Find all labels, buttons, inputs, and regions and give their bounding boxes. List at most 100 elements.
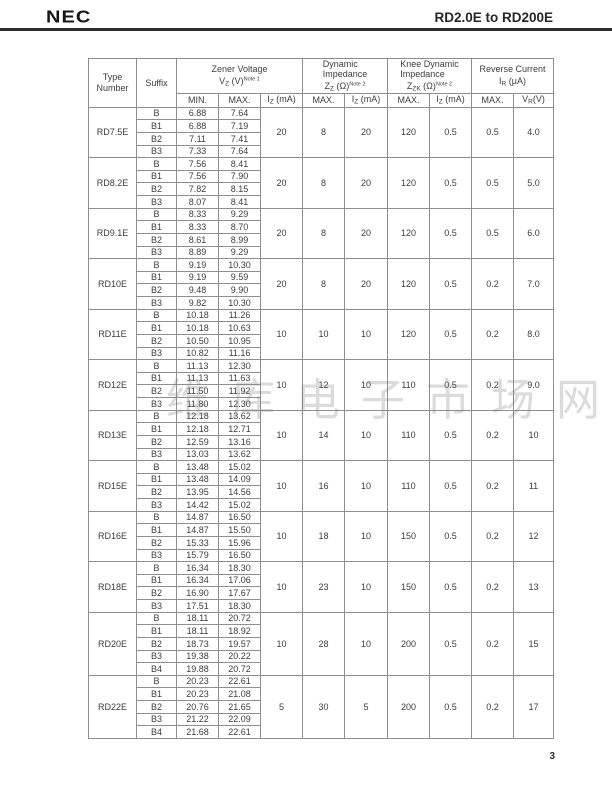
col-header-zz-max: MAX. xyxy=(302,92,345,108)
vz-min-cell: 13.03 xyxy=(176,447,219,462)
vz-min-cell: 16.34 xyxy=(176,561,219,575)
vz-min-cell: 14.42 xyxy=(176,498,219,512)
zzk-iz-cell: 0.5 xyxy=(429,207,472,260)
vz-max-cell: 15.50 xyxy=(218,523,261,537)
vz-min-cell: 8.89 xyxy=(176,245,219,260)
suffix-cell: B1 xyxy=(136,687,177,702)
suffix-cell: B2 xyxy=(136,131,177,146)
vz-max-cell: 10.95 xyxy=(218,333,261,348)
vz-max-cell: 18.30 xyxy=(218,561,261,575)
vz-max-cell: 13.62 xyxy=(218,409,261,424)
vz-max-cell: 20.72 xyxy=(218,662,261,676)
vz-min-cell: 9.19 xyxy=(176,258,219,272)
vr-cell: 12 xyxy=(513,510,554,563)
vz-min-cell: 7.11 xyxy=(176,131,219,146)
vz-min-cell: 13.48 xyxy=(176,460,219,474)
zz-max-cell: 30 xyxy=(302,674,345,739)
zz-max-cell: 8 xyxy=(302,258,345,310)
iz-cell: 10 xyxy=(260,409,303,462)
suffix-cell: B xyxy=(136,674,177,689)
vr-cell: 9.0 xyxy=(513,359,554,411)
vz-max-cell: 11.92 xyxy=(218,384,261,399)
header-rule xyxy=(0,28,612,31)
ir-max-cell: 0.5 xyxy=(471,106,514,159)
suffix-cell: B2 xyxy=(136,485,177,500)
zzk-max-cell: 120 xyxy=(387,207,430,260)
vz-max-cell: 18.30 xyxy=(218,599,261,613)
vr-cell: 10 xyxy=(513,409,554,462)
vz-min-cell: 19.38 xyxy=(176,649,219,664)
table-row: RD8.2E B 7.56 8.41 20 8 20 120 0.5 0.5 5.0 xyxy=(88,157,554,209)
col-header-vz-min: MIN. xyxy=(176,92,219,108)
vz-min-cell: 20.23 xyxy=(176,687,219,702)
table-row: B1 13.48 14.09 xyxy=(89,472,554,487)
suffix-cell: B1 xyxy=(136,119,177,133)
table-row: B3 7.33 7.64 xyxy=(89,144,554,159)
table-row: B2 10.50 10.95 xyxy=(89,333,554,348)
vz-min-cell: 20.76 xyxy=(176,700,219,714)
suffix-cell: B3 xyxy=(136,599,177,613)
vr-cell: 11 xyxy=(513,460,554,512)
suffix-cell: B2 xyxy=(136,586,177,601)
vz-max-cell: 8.70 xyxy=(218,220,261,234)
zener-voltage-symbol: VZ (V)Note 1 xyxy=(219,75,260,88)
zzk-max-cell: 150 xyxy=(387,561,430,613)
vz-max-cell: 17.67 xyxy=(218,586,261,601)
vr-cell: 13 xyxy=(513,561,554,613)
vz-min-cell: 13.48 xyxy=(176,472,219,487)
spec-table: Type Number Suffix Zener Voltage VZ (V)N… xyxy=(88,58,554,739)
zz-iz-cell: 10 xyxy=(344,308,388,361)
dynamic-impedance-title: Dynamic Impedance xyxy=(322,59,368,80)
suffix-cell: B xyxy=(136,207,177,222)
iz-cell: 20 xyxy=(260,258,303,310)
suffix-cell: B2 xyxy=(136,636,177,651)
table-row: RD7.5E B 6.88 7.64 20 8 20 120 0.5 0.5 4.0 xyxy=(88,106,554,159)
vz-max-cell: 8.41 xyxy=(218,195,261,209)
suffix-cell: B3 xyxy=(136,548,177,563)
vz-min-cell: 11.80 xyxy=(176,397,219,411)
suffix-cell: B1 xyxy=(136,220,177,234)
zz-max-cell: 16 xyxy=(302,460,345,512)
vz-min-cell: 10.18 xyxy=(176,321,219,335)
table-row: B3 9.82 10.30 xyxy=(89,296,554,310)
suffix-cell: B xyxy=(136,460,177,474)
col-group-zener-voltage: Zener Voltage VZ (V)Note 1 xyxy=(176,58,303,94)
vz-min-cell: 18.73 xyxy=(176,636,219,651)
vz-max-cell: 18.92 xyxy=(218,624,261,638)
table-row: B2 15.33 15.96 xyxy=(89,535,554,550)
suffix-cell: B1 xyxy=(136,472,177,487)
vz-max-cell: 12.30 xyxy=(218,359,261,373)
col-header-zzk-max: MAX. xyxy=(387,92,430,108)
zz-iz-cell: 20 xyxy=(344,106,388,159)
suffix-cell: B xyxy=(136,359,177,373)
suffix-cell: B1 xyxy=(136,422,177,436)
vz-max-cell: 20.72 xyxy=(218,611,261,626)
vz-min-cell: 17.51 xyxy=(176,599,219,613)
vz-min-cell: 10.82 xyxy=(176,346,219,361)
table-row: RD11E B 10.18 11.26 10 10 10 120 0.5 0.2 8.0 xyxy=(88,308,554,361)
zzk-max-cell: 150 xyxy=(387,510,430,563)
table-body: RD7.5E B 6.88 7.64 20 8 20 120 0.5 0.5 4.0 B1 6.88 7.… xyxy=(88,106,554,739)
vz-max-cell: 15.02 xyxy=(218,498,261,512)
suffix-cell: B1 xyxy=(136,624,177,638)
ir-max-cell: 0.2 xyxy=(471,308,514,361)
vz-max-cell: 22.09 xyxy=(218,712,261,727)
vz-min-cell: 21.22 xyxy=(176,712,219,727)
vz-max-cell: 21.08 xyxy=(218,687,261,702)
vz-min-cell: 14.87 xyxy=(176,510,219,525)
iz-cell: 10 xyxy=(260,308,303,361)
vz-min-cell: 8.33 xyxy=(176,207,219,222)
suffix-cell: B xyxy=(136,510,177,525)
vz-max-cell: 16.50 xyxy=(218,548,261,563)
type-number-cell: RD16E xyxy=(88,510,137,563)
vz-max-cell: 21.65 xyxy=(218,700,261,714)
table-row: RD13E B 12.18 13.62 10 14 10 110 0.5 0.2 10 xyxy=(88,409,554,462)
vz-max-cell: 13.62 xyxy=(218,447,261,462)
zzk-max-cell: 120 xyxy=(387,308,430,361)
vz-min-cell: 21.68 xyxy=(176,725,219,739)
ir-max-cell: 0.2 xyxy=(471,674,514,739)
nec-logo: NEC xyxy=(46,8,92,28)
suffix-cell: B3 xyxy=(136,296,177,310)
table-row: B3 21.22 22.09 xyxy=(89,712,554,727)
